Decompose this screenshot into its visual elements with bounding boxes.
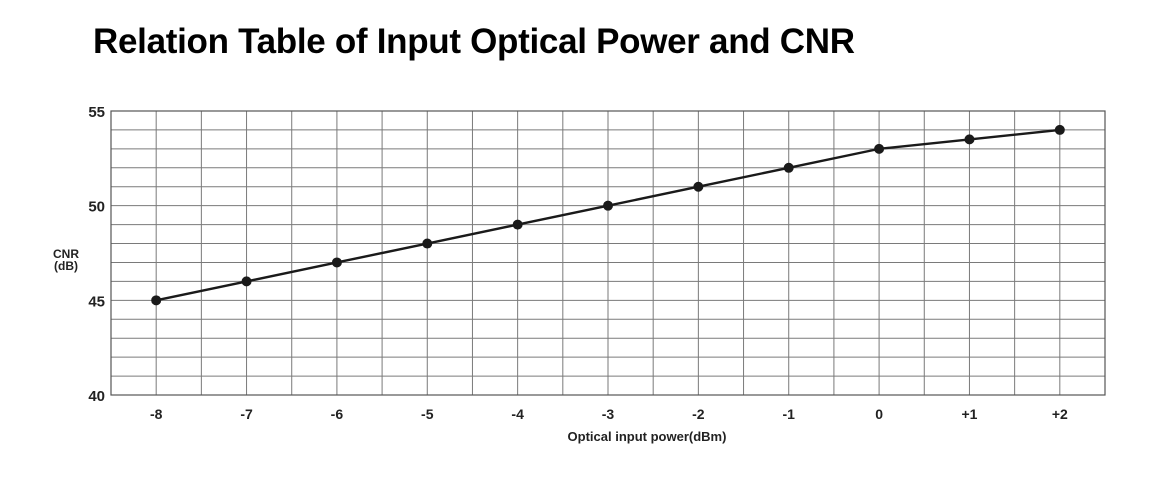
x-tick-label: 0 <box>875 406 883 422</box>
y-axis-ticks: 40 45 50 55 <box>88 104 105 405</box>
data-point <box>422 238 433 249</box>
series <box>151 124 1065 306</box>
data-point <box>151 295 162 306</box>
data-point <box>693 181 704 192</box>
plot-border <box>110 110 1106 396</box>
data-point <box>1054 124 1065 135</box>
x-tick-label: -8 <box>150 406 163 422</box>
data-point <box>241 276 252 287</box>
y-axis-label: (dB) <box>54 259 78 273</box>
grid <box>110 110 1106 396</box>
x-axis-label: Optical input power(dBm) <box>568 429 727 444</box>
data-point <box>603 200 613 211</box>
x-tick-label: -2 <box>692 406 705 422</box>
data-point <box>331 257 342 268</box>
data-point <box>783 162 794 173</box>
y-tick-label: 55 <box>88 104 105 121</box>
x-axis-ticks: -8 -7 -6 -5 -4 -3 -2 -1 0 +1 +2 <box>150 406 1068 422</box>
x-tick-label: -5 <box>421 406 434 422</box>
x-tick-label: -4 <box>511 406 524 422</box>
y-axis-label: CNR <box>53 247 79 261</box>
axis-labels: Optical input power(dBm) CNR(dB) <box>53 247 726 444</box>
data-point <box>512 219 523 230</box>
chart-title: Relation Table of Input Optical Power an… <box>93 22 855 61</box>
y-tick-label: 40 <box>88 388 105 405</box>
data-point <box>874 143 885 154</box>
y-tick-label: 45 <box>88 293 105 310</box>
x-tick-label: -1 <box>783 406 796 422</box>
x-tick-label: +1 <box>961 406 977 422</box>
x-tick-label: -6 <box>331 406 344 422</box>
x-tick-label: -3 <box>602 406 615 422</box>
x-tick-label: -7 <box>240 406 253 422</box>
y-tick-label: 50 <box>88 199 105 216</box>
x-tick-label: +2 <box>1052 406 1068 422</box>
data-point <box>964 134 975 145</box>
